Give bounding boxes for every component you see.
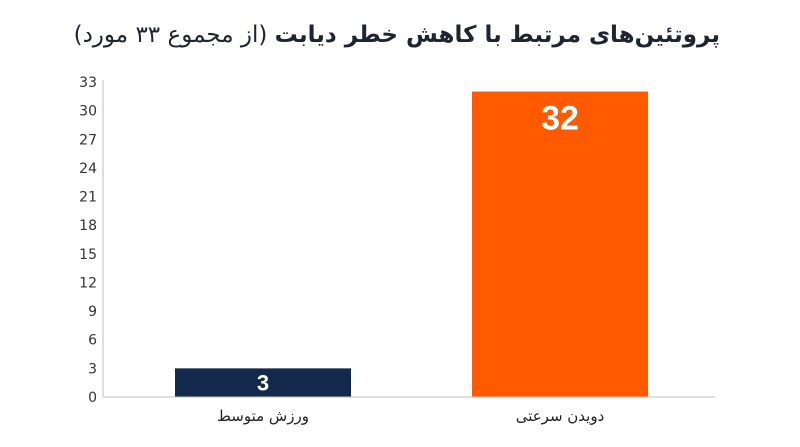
y-tick-label: 0 <box>88 390 97 406</box>
bar <box>472 91 648 397</box>
y-tick-label: 12 <box>79 275 97 291</box>
bars: 3 32 <box>175 91 648 397</box>
y-axis: 0 3 6 9 12 15 18 21 24 27 30 33 <box>79 75 104 406</box>
chart-title-main: پروتئین‌های مرتبط با کاهش خطر دیابت <box>274 22 720 48</box>
y-tick-label: 9 <box>88 304 97 320</box>
x-category-label: ورزش متوسط <box>217 407 309 425</box>
y-tick-label: 21 <box>79 190 97 206</box>
chart-title: پروتئین‌های مرتبط با کاهش خطر دیابت (از … <box>74 22 720 48</box>
y-tick-label: 3 <box>88 361 97 377</box>
y-tick-label: 18 <box>79 218 97 234</box>
y-tick-label: 33 <box>79 75 97 91</box>
y-tick-label: 24 <box>79 161 97 177</box>
y-tick-label: 30 <box>79 104 97 120</box>
bar-data-label: 3 <box>257 371 269 396</box>
bar-data-label: 32 <box>541 100 579 138</box>
x-axis: ورزش متوسط دویدن سرعتی <box>103 396 715 425</box>
chart-title-subtitle: (از مجموع ۳۳ مورد) <box>73 22 268 48</box>
y-tick-label: 6 <box>88 333 97 349</box>
x-category-label: دویدن سرعتی <box>516 407 605 425</box>
bar <box>175 368 351 397</box>
y-tick-label: 15 <box>79 247 97 263</box>
y-tick-label: 27 <box>79 132 97 148</box>
